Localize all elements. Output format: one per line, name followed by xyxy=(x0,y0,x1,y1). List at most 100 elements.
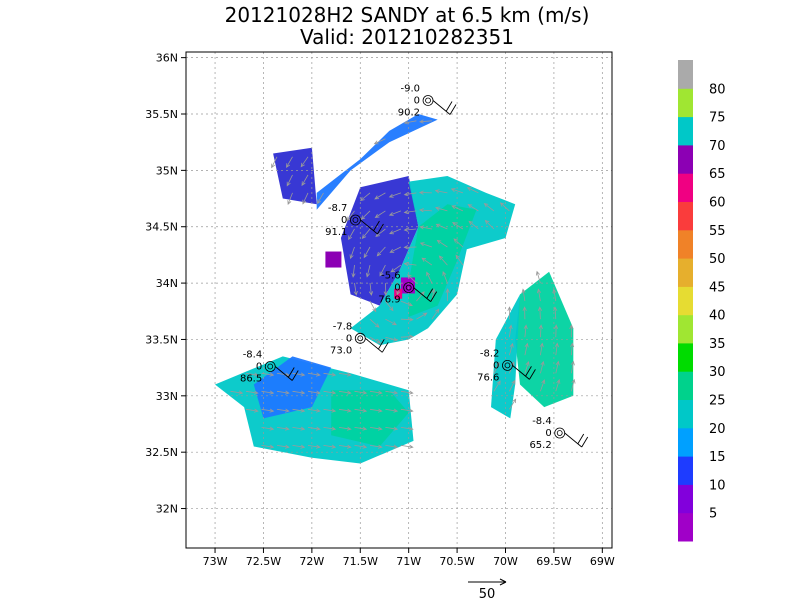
colorbar-segment xyxy=(678,229,693,259)
wind-vector xyxy=(360,192,371,202)
wind-vector xyxy=(292,390,306,395)
wind-vector xyxy=(317,192,324,205)
wind-vector xyxy=(400,334,414,339)
colorbar-tick-label: 55 xyxy=(709,224,726,239)
colorbar-segment xyxy=(678,512,693,542)
wind-vector xyxy=(388,210,402,216)
wind-vector xyxy=(419,119,432,124)
wind-vector xyxy=(453,238,464,248)
wind-vector xyxy=(537,306,543,320)
wind-vector xyxy=(245,390,259,395)
wind-vector xyxy=(369,336,382,344)
station-bottom-value: 76.9 xyxy=(378,295,400,306)
wind-vector xyxy=(540,379,546,392)
wind-vector xyxy=(351,265,356,278)
wind-vector xyxy=(353,283,358,296)
x-tick-label: 69W xyxy=(590,555,615,568)
colorbar-tick-label: 70 xyxy=(709,139,726,154)
wind-vector xyxy=(416,312,428,320)
wind-vector xyxy=(379,264,386,277)
wind-vector xyxy=(536,288,542,302)
colorbar-tick-label: 80 xyxy=(709,82,726,97)
wind-vector xyxy=(346,210,355,222)
reference-vector: 50 xyxy=(468,578,507,600)
wind-vector xyxy=(450,188,464,194)
wind-vector xyxy=(468,220,479,230)
y-tick-label: 34.5N xyxy=(145,221,178,234)
wind-vector xyxy=(301,174,309,187)
y-tick-label: 36N xyxy=(156,52,178,65)
wind-vector xyxy=(508,324,513,338)
station-bottom-value: 90.2 xyxy=(398,107,420,118)
wind-vector xyxy=(535,270,541,284)
wind-vectors xyxy=(230,119,576,449)
wind-vector xyxy=(555,360,560,374)
wind-vector xyxy=(363,246,371,259)
wind-vector xyxy=(524,342,529,356)
wind-vector xyxy=(369,390,383,395)
colorbar-tick-label: 25 xyxy=(709,394,726,409)
plot-frame xyxy=(185,51,613,549)
wind-vector xyxy=(499,202,510,212)
wind-vector xyxy=(323,444,337,449)
wind-vector xyxy=(261,390,275,395)
region-east-band xyxy=(515,271,574,408)
wind-vector xyxy=(385,408,399,413)
wind-vector xyxy=(523,324,528,338)
wind-vector xyxy=(400,317,414,322)
colorbar-segment xyxy=(678,371,693,400)
wind-vector xyxy=(383,283,388,297)
wind-vector xyxy=(373,138,386,145)
wind-vector xyxy=(555,378,561,392)
wind-vector xyxy=(419,208,432,213)
wind-vector xyxy=(403,209,417,215)
wind-vector xyxy=(354,444,368,449)
wind-vector xyxy=(416,291,425,302)
wind-vector xyxy=(385,318,397,326)
colorbar-tick-label: 50 xyxy=(709,252,726,267)
wind-vector xyxy=(300,156,309,168)
wind-vector xyxy=(570,378,576,392)
wind-vector xyxy=(493,361,500,374)
station-top-value: -8.4 xyxy=(243,350,263,361)
colorbar-tick-label: 30 xyxy=(709,365,726,380)
wind-vector xyxy=(323,408,337,413)
x-tick-label: 69.5W xyxy=(536,555,571,568)
station-inner-circle xyxy=(267,363,274,370)
station-bottom-value: 91.1 xyxy=(325,227,347,238)
wind-vector xyxy=(368,283,374,296)
y-tick-label: 35N xyxy=(156,164,178,177)
wind-vector xyxy=(431,308,440,320)
wind-vector xyxy=(388,192,402,198)
wind-vector xyxy=(361,228,371,240)
wind-vector xyxy=(385,300,394,312)
reference-arrowhead xyxy=(499,578,507,586)
wind-vector xyxy=(484,219,495,230)
colorbar-segment xyxy=(678,258,693,287)
wind-vector xyxy=(507,306,512,320)
station-inner-circle xyxy=(352,217,359,223)
wind-vector xyxy=(323,426,337,431)
station-inner-circle xyxy=(425,97,431,104)
wind-vector xyxy=(338,390,352,395)
station-mid-value: 0 xyxy=(394,283,400,294)
wind-vector xyxy=(385,426,399,431)
wind-vector xyxy=(419,225,432,230)
station-bottom-value: 76.6 xyxy=(477,372,499,383)
station-wind-barb xyxy=(564,432,589,448)
wind-vector xyxy=(400,444,414,449)
colorbar-tick-label: 5 xyxy=(709,507,717,522)
colorbar-segment xyxy=(678,116,693,146)
wind-vector xyxy=(400,408,414,413)
colorbar-segment xyxy=(678,427,693,457)
wind-vector xyxy=(287,192,293,205)
wind-vector xyxy=(261,444,275,449)
wind-vector xyxy=(348,228,355,241)
wind-vector xyxy=(307,390,321,395)
station-wind-barb xyxy=(432,100,457,115)
